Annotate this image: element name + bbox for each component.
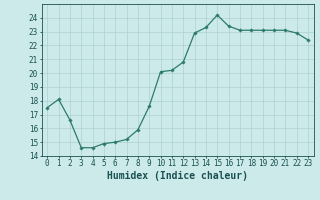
X-axis label: Humidex (Indice chaleur): Humidex (Indice chaleur): [107, 171, 248, 181]
